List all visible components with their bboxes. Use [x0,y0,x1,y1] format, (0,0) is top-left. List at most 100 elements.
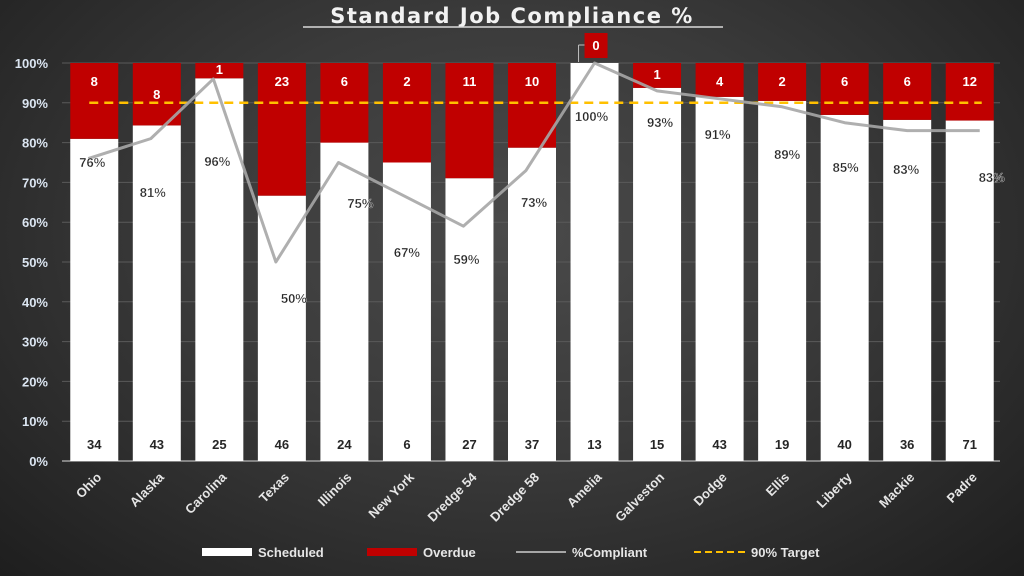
legend-label-compliant: %Compliant [572,545,648,560]
bar-overdue [132,63,181,126]
y-tick-label: 30% [22,335,48,350]
bar-scheduled [883,119,932,461]
bar-scheduled [70,138,119,462]
chart-title: Standard Job Compliance % [330,4,694,28]
bar-overdue [195,63,244,79]
y-tick-label: 20% [22,374,48,389]
bar-scheduled [820,114,869,462]
bar-overdue [70,63,119,139]
bar-overdue [883,63,932,120]
x-tick-label: Mackie [876,470,917,511]
compliance-polyline [87,61,980,264]
x-tick-label: Illinois [315,470,355,510]
legend-swatch-overdue [367,548,417,556]
compliance-label: 89% [774,147,800,162]
scheduled-label: 40 [837,437,851,452]
overdue-label: 11 [463,74,477,89]
y-tick-label: 80% [22,136,48,151]
bar-overdue [820,63,869,115]
overdue-label-box [584,33,608,58]
bar-scheduled [570,63,619,461]
y-tick-label: 50% [22,255,48,270]
compliance-label: 81% [140,185,166,200]
x-axis: Ohio Alaska Carolina Texas Illinois New York D… [73,469,980,525]
overdue-label: 12 [962,74,976,89]
bar-scheduled [695,96,744,461]
scheduled-label: 36 [900,437,914,452]
compliance-label: 83% [979,170,1005,185]
x-tick-label: Ellis [763,470,793,500]
scheduled-label: 13 [587,437,601,452]
x-tick-label: Dodge [691,470,730,509]
y-tick-label: 0% [29,454,48,469]
bar-overdue [445,63,494,179]
y-tick-label: 100% [15,56,49,71]
legend: Scheduled Overdue %Compliant 90% Target [202,545,820,560]
compliance-label: 75% [347,196,373,211]
scheduled-label: 71 [962,437,976,452]
compliance-label: 93% [647,115,673,130]
overdue-label: 23 [275,74,289,89]
overdue-label: 6 [904,74,911,89]
scheduled-label: 15 [650,437,664,452]
overdue-label: 1 [653,67,660,82]
bar-scheduled [945,120,994,461]
y-tick-label: 10% [22,414,48,429]
overdue-label: 2 [403,74,410,89]
x-tick-label: Alaska [127,469,168,510]
overdue-label: 6 [341,74,348,89]
bar-overdue [257,63,306,196]
overdue-label: 0 [592,38,599,53]
x-tick-label: Texas [256,470,292,506]
x-tick-label: New York [365,469,417,521]
compliance-label: 67% [394,245,420,260]
compliance-label: 91% [705,127,731,142]
compliance-label: 73% [521,195,547,210]
x-tick-label: Carolina [182,469,230,517]
bar-scheduled [633,87,682,461]
overdue-label: 4 [716,74,724,89]
compliance-label: 76% [79,155,105,170]
scheduled-label: 24 [337,437,352,452]
y-tick-label: 40% [22,295,48,310]
bar-scheduled [445,178,494,462]
y-axis: 0% 10% 20% 30% 40% 50% 60% 70% 80% 90% 100% [15,56,49,469]
scheduled-label: 37 [525,437,539,452]
x-tick-label: Liberty [814,469,856,511]
scheduled-label: 34 [87,437,102,452]
x-tick-label: Dredge 54 [425,469,481,525]
scheduled-label: 19 [775,437,789,452]
y-tick-label: 60% [22,215,48,230]
scheduled-label: 43 [712,437,726,452]
legend-swatch-scheduled [202,548,252,556]
overdue-label: 2 [779,74,786,89]
compliance-label: 59% [453,252,479,267]
scheduled-label: 25 [212,437,226,452]
bar-overdue [945,63,994,121]
y-tick-label: 90% [22,96,48,111]
bar-scheduled [195,78,244,462]
compliance-label: 50% [281,291,307,306]
compliance-label: 83% [893,162,919,177]
overdue-label: 8 [153,87,160,102]
scheduled-label: 46 [275,437,289,452]
overdue-label: 10 [525,74,539,89]
compliance-label: 100% [575,109,609,124]
bar-scheduled [257,195,306,461]
scheduled-label: 43 [150,437,164,452]
bar-scheduled [132,125,181,462]
x-tick-label: Padre [944,470,980,506]
bar-scheduled [382,162,431,461]
bar-overdue [695,63,744,97]
x-tick-label: Galveston [612,469,667,524]
y-tick-label: 70% [22,175,48,190]
bar-overdue [382,63,431,163]
bar-overdue [758,63,807,101]
compliance-label: 96% [204,154,230,169]
x-tick-label: Ohio [73,469,105,501]
legend-label-overdue: Overdue [423,545,476,560]
compliance-line [87,61,980,264]
overdue-label: 8 [91,74,98,89]
x-tick-label: Amelia [564,469,605,510]
